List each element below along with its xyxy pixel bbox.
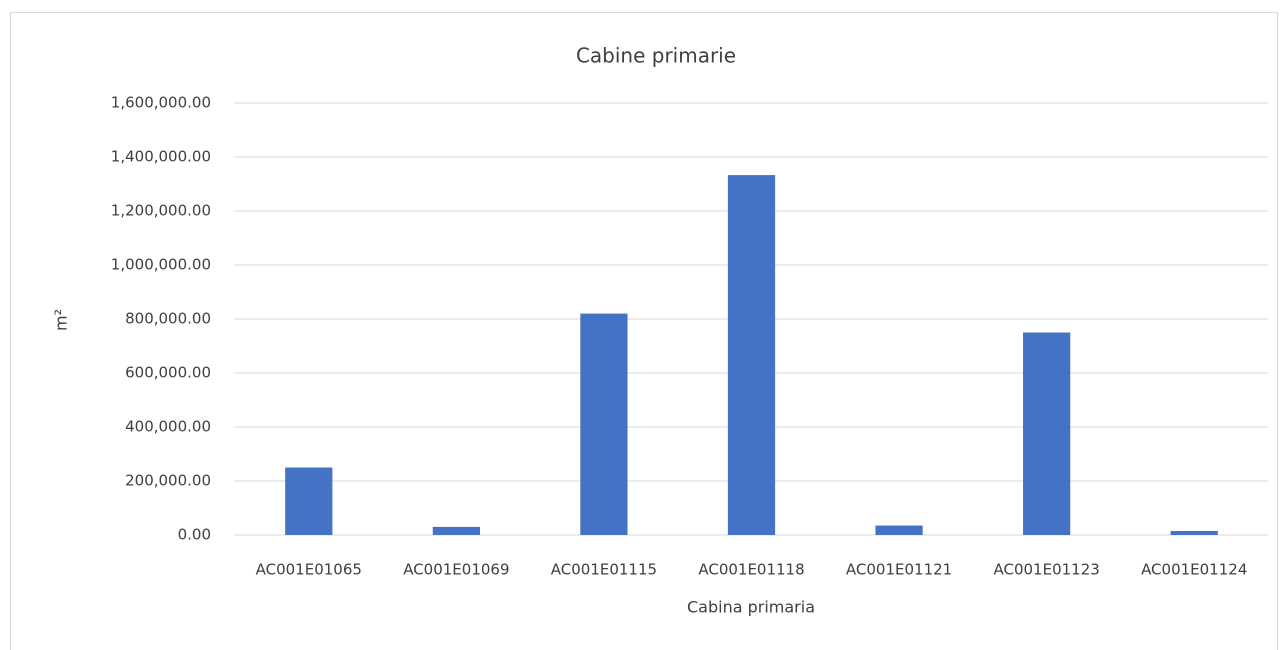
- chart-title: Cabine primarie: [576, 44, 736, 68]
- bar: [432, 526, 480, 535]
- y-tick-label: 200,000.00: [125, 472, 211, 490]
- x-tick-label: AC001E01123: [993, 561, 1099, 579]
- bar: [1023, 332, 1071, 535]
- y-tick-label: 0.00: [178, 526, 211, 544]
- x-tick-label: AC001E01124: [1141, 561, 1247, 579]
- y-tick-label: 1,200,000.00: [111, 202, 211, 220]
- x-axis-title: Cabina primaria: [687, 598, 815, 617]
- bar: [580, 313, 628, 535]
- x-tick-label: AC001E01069: [403, 561, 509, 579]
- bar: [727, 175, 776, 535]
- bar: [1170, 530, 1218, 535]
- x-tick-label: AC001E01065: [256, 561, 362, 579]
- y-tick-label: 400,000.00: [125, 418, 211, 436]
- x-tick-label: AC001E01115: [551, 561, 657, 579]
- bar: [285, 467, 333, 535]
- x-tick-label: AC001E01118: [698, 561, 804, 579]
- chart-border: [10, 12, 1278, 650]
- bar: [875, 525, 923, 535]
- y-tick-label: 1,400,000.00: [111, 148, 211, 166]
- y-tick-label: 1,600,000.00: [111, 94, 211, 112]
- y-tick-label: 1,000,000.00: [111, 256, 211, 274]
- x-tick-label: AC001E01121: [846, 561, 952, 579]
- y-axis-title: m²: [52, 309, 71, 331]
- y-tick-label: 800,000.00: [125, 310, 211, 328]
- y-tick-label: 600,000.00: [125, 364, 211, 382]
